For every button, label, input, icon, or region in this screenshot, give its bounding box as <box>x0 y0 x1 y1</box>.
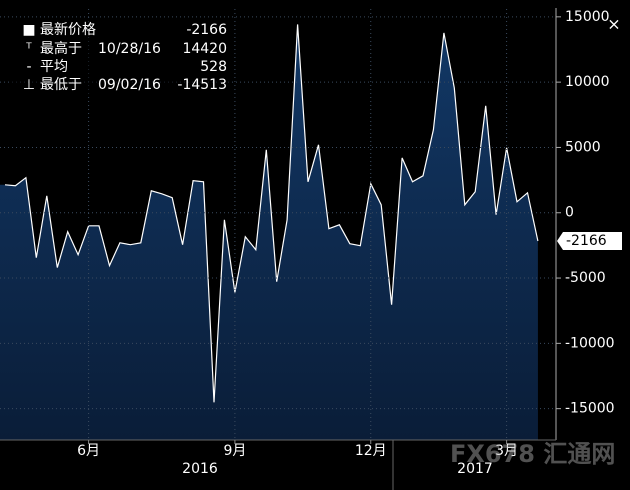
year-label: 2017 <box>457 461 493 477</box>
y-tick-label: 0 <box>565 205 574 221</box>
x-tick-label: 6月 <box>77 443 100 459</box>
x-tick-label: 9月 <box>223 443 246 459</box>
close-icon[interactable]: × <box>607 15 620 34</box>
legend-date: 09/02/16 <box>98 77 161 93</box>
line <box>4 24 539 403</box>
legend-value: 528 <box>200 59 227 75</box>
legend-icon: ⊥ <box>23 77 35 93</box>
legend-value: -14513 <box>177 77 227 93</box>
y-tick-label: 10000 <box>565 74 610 90</box>
y-tick-label: -15000 <box>565 401 615 417</box>
y-tick-label: 15000 <box>565 9 610 25</box>
last-value-label: -2166 <box>566 233 607 249</box>
legend-icon: ■ <box>22 22 35 38</box>
last-value-tag <box>557 232 622 251</box>
y-tick-label: 5000 <box>565 139 601 155</box>
legend-label: 最高于 <box>40 40 82 57</box>
x-tick-label: 3月 <box>495 443 518 459</box>
legend-date: 10/28/16 <box>98 41 161 57</box>
legend-label: 最低于 <box>40 77 82 93</box>
legend-value: -2166 <box>186 22 227 38</box>
watermark: FX678 汇通网 <box>450 440 615 468</box>
legend-value: 14420 <box>182 41 227 57</box>
legend-label: 平均 <box>40 59 68 75</box>
legend-label: 最新价格 <box>40 22 96 38</box>
area <box>0 24 538 441</box>
legend-box <box>10 20 232 96</box>
legend-icon: ᵀ <box>25 41 32 57</box>
y-tick-label: -10000 <box>565 335 615 351</box>
x-tick-label: 12月 <box>355 443 387 459</box>
legend-icon: - <box>26 59 31 75</box>
y-tick-label: -5000 <box>565 270 606 286</box>
year-label: 2016 <box>182 461 218 477</box>
